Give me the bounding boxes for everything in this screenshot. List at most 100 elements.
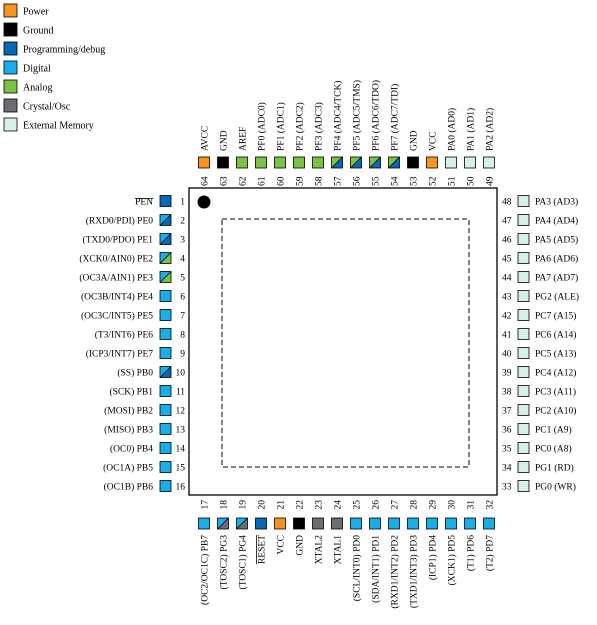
pin-number-21: 21 [277,500,287,510]
pin-label-46: PA5 (AD5) [535,235,578,246]
pin-box-48 [517,195,530,207]
pin-box-46 [517,233,530,245]
pin-label-48: PA3 (AD3) [535,197,578,208]
pin-box-57 [331,156,343,169]
pin-box-58 [312,156,324,169]
pins-top: 64 AVCC 63 GND 62 AREF 61 PF0 (ADC0) 60 PF1 (ADC1… [198,80,496,186]
pin-box-47 [517,214,530,226]
pins-left: 1 PEN 2 (RXD0/PDI) PE0 3 (TXD0/PDO) PE1 4 (XCK0… [79,195,186,493]
pin-number-52: 52 [429,176,439,186]
pin-number-63: 63 [220,176,230,186]
pin-label-4: (XCK0/AIN0) PE2 [79,254,153,265]
pin-number-47: 47 [502,217,512,227]
pin-box-52 [426,156,438,169]
pin-number-64: 64 [201,176,211,186]
pin-box-33 [517,480,530,492]
pin-box-45 [517,252,530,264]
pin-box-12 [159,404,172,416]
pin-number-15: 15 [176,464,186,474]
pin-label-41: PC6 (A14) [535,330,576,341]
legend-label-analog: Analog [23,83,52,94]
pin-box-50 [464,156,476,169]
pin-label-10: (SS) PB0 [117,368,153,379]
pin-box-14 [159,442,172,454]
pin-label-17: (OC2/OC1C) PB7 [200,535,211,605]
pin-number-54: 54 [391,176,401,186]
pin-label-31: (T1) PD6 [466,535,477,571]
pin-label-15: (OC1A) PB5 [103,463,153,474]
pin-label-25: (SCL/INT0) PD0 [352,535,363,601]
pin-label-13: (MISO) PB3 [104,425,153,436]
pin-box-56 [350,156,362,169]
pin-number-18: 18 [220,500,230,510]
pin-label-38: PC3 (A11) [535,387,576,398]
pin-box-15 [159,461,172,473]
pin-box-26 [369,517,381,530]
pin-box-35 [517,442,530,454]
pin-box-16 [159,480,172,492]
pin-box-4 [159,252,172,264]
pin-box-31 [464,517,476,530]
pin-label-1: PEN [135,198,153,208]
pin-label-27: (RXD1/INT2) PD2 [390,535,401,609]
pin-box-25 [350,517,362,530]
pin-box-24 [331,517,343,530]
pin-label-47: PA4 (AD4) [535,216,578,227]
pin-box-19 [236,517,248,530]
pin-label-54: PF7 (ADC7/TDI) [390,84,401,151]
pin-number-26: 26 [372,500,382,510]
pin-box-41 [517,328,530,340]
pin-label-22: GND [296,535,306,556]
pin-label-53: GND [410,130,420,151]
pin-number-27: 27 [391,500,401,510]
pin-number-2: 2 [180,217,185,227]
pin-label-23: XTAL2 [315,535,325,565]
pin-box-44 [517,271,530,283]
pin-box-7 [159,309,172,321]
pin-label-61: PF0 (ADC0) [257,102,268,151]
pin-number-40: 40 [502,350,512,360]
pin-box-3 [159,233,172,245]
chip-die-outline [221,218,470,468]
pin-number-48: 48 [502,198,512,208]
legend-label-digital: Digital [23,64,51,75]
pin-label-6: (OC3B/INT4) PE4 [81,292,153,303]
pin-box-36 [517,423,530,435]
legend-swatch-power [3,3,18,18]
pin-number-14: 14 [176,445,186,455]
pin-box-64 [198,156,210,169]
legend-swatch-crystal [3,98,18,113]
pin-box-20 [255,517,267,530]
pin-box-32 [483,517,495,530]
pin-box-5 [159,271,172,283]
pin-number-36: 36 [502,426,512,436]
pin-label-55: PF6 (ADC6/TDO) [371,80,382,151]
pin-number-43: 43 [502,293,512,303]
pin-number-50: 50 [467,176,477,186]
pin-box-30 [445,517,457,530]
pin-number-41: 41 [502,331,512,341]
pin-number-32: 32 [486,500,496,510]
pin-box-21 [274,517,286,530]
pin-number-37: 37 [502,407,512,417]
pin-box-63 [217,156,229,169]
pin-box-37 [517,404,530,416]
legend-label-programming: Programming/debug [23,45,105,56]
pin-label-56: PF5 (ADC5/TMS) [352,80,363,151]
pin-label-20: RESET [258,535,268,564]
pin1-marker-dot [197,195,211,209]
pin-number-42: 42 [502,312,512,322]
pin-box-28 [407,517,419,530]
legend-swatch-analog [3,79,18,94]
pin-box-49 [483,156,495,169]
pin-number-62: 62 [239,176,249,186]
pin-box-60 [274,156,286,169]
pin-number-23: 23 [315,500,325,510]
pin-box-22 [293,517,305,530]
pin-number-28: 28 [410,500,420,510]
pin-box-34 [517,461,530,473]
pin-label-5: (OC3A/AIN1) PE3 [79,273,153,284]
pin-label-8: (T3/INT6) PE6 [95,330,154,341]
legend-swatch-digital [3,60,18,75]
pin-label-21: VCC [277,535,287,555]
